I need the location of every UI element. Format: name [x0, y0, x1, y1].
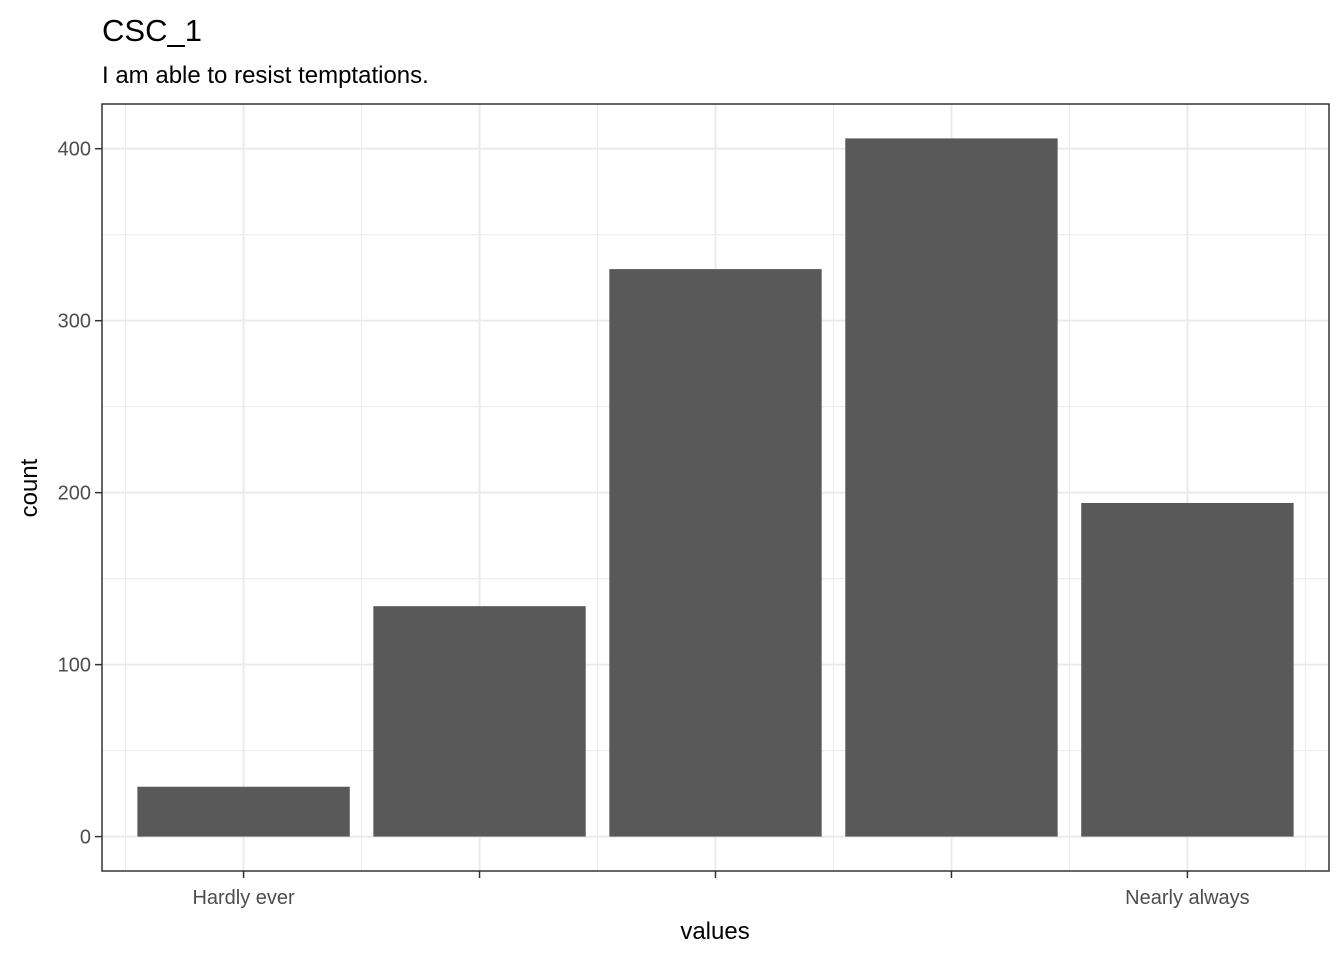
y-tick-label: 400 — [58, 139, 91, 161]
x-axis-title: values — [680, 918, 749, 945]
y-tick-label: 300 — [58, 311, 91, 333]
chart-title: CSC_1 — [102, 13, 202, 48]
x-tick-label: Nearly always — [1125, 887, 1249, 909]
y-tick-label: 0 — [80, 827, 91, 849]
bar — [137, 786, 350, 837]
bar — [373, 606, 586, 837]
y-axis-title: count — [16, 458, 43, 517]
x-tick-label: Hardly ever — [192, 887, 295, 909]
y-tick-label: 200 — [58, 483, 91, 505]
bar — [1081, 502, 1294, 837]
y-tick-label: 100 — [58, 655, 91, 677]
chart-subtitle: I am able to resist temptations. — [102, 62, 429, 89]
bar — [609, 269, 822, 837]
plot-panel: 0 100 200 300 400 Hardly ever Nearly always — [58, 103, 1330, 909]
bar — [845, 138, 1058, 837]
